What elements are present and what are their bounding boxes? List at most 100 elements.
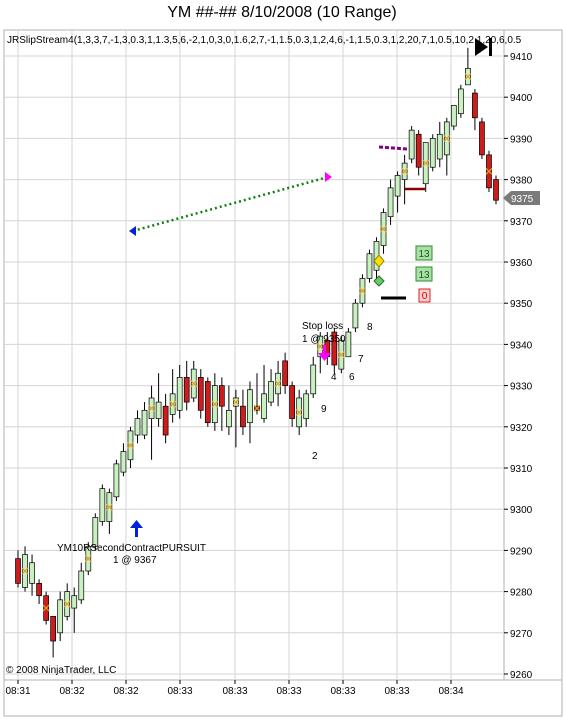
stop-loss-label: Stop loss bbox=[302, 321, 343, 332]
candle-up bbox=[92, 517, 99, 547]
count-label-7: 7 bbox=[358, 354, 364, 365]
candle-up bbox=[345, 331, 352, 358]
time-tick-label: 08:34 bbox=[438, 686, 463, 697]
cross-marker-icon bbox=[359, 287, 366, 295]
cross-marker-icon bbox=[84, 555, 92, 563]
price-tick-label: 9290 bbox=[510, 546, 533, 557]
price-tick-label: 9410 bbox=[510, 52, 533, 63]
svg-text:0: 0 bbox=[422, 291, 428, 302]
candle-up bbox=[450, 105, 457, 127]
magenta-right-marker-icon bbox=[325, 172, 332, 182]
dotted-projection-line bbox=[132, 175, 329, 233]
count-label-6: 6 bbox=[349, 372, 355, 383]
svg-text:13: 13 bbox=[418, 270, 430, 281]
candle-up bbox=[155, 401, 162, 419]
price-tick-label: 9350 bbox=[510, 299, 533, 310]
red-badge: 0 bbox=[418, 288, 431, 303]
chart-title: YM ##-## 8/10/2008 (10 Range) bbox=[167, 4, 397, 21]
cross-marker-icon bbox=[42, 604, 50, 612]
candle-up bbox=[120, 451, 127, 473]
candle-down bbox=[493, 179, 499, 201]
purple-level-dash bbox=[378, 145, 408, 151]
time-tick-label: 08:33 bbox=[384, 686, 409, 697]
current-price-tag: 9375 bbox=[503, 191, 540, 205]
time-tick-label: 08:33 bbox=[276, 686, 301, 697]
cross-marker-icon bbox=[337, 351, 345, 359]
sell-arrow-icon bbox=[318, 345, 331, 361]
cross-marker-icon bbox=[401, 167, 409, 175]
entry-fill-label: 1 @ 9367 bbox=[113, 555, 157, 566]
candle-down bbox=[50, 615, 56, 642]
indicator-label: JRSlipStream4(1,3,3,7,-1,3,0.3,1,1.3,5,6… bbox=[7, 35, 522, 46]
cross-marker-icon bbox=[485, 167, 493, 175]
cross-marker-icon bbox=[190, 380, 198, 387]
cross-marker-icon bbox=[422, 159, 430, 167]
candle-down bbox=[197, 377, 204, 411]
entry-signal-label: YM10RSecondContractPURSUIT bbox=[57, 543, 206, 554]
candle-down bbox=[331, 331, 338, 366]
candle-up bbox=[71, 595, 78, 609]
candle-down bbox=[472, 92, 478, 119]
cross-marker-icon bbox=[148, 404, 155, 412]
count-label-4: 4 bbox=[331, 372, 337, 383]
price-tick-label: 9280 bbox=[510, 588, 533, 599]
blue-left-marker-icon bbox=[129, 226, 136, 236]
cross-marker-icon bbox=[232, 398, 240, 406]
candle-up bbox=[78, 570, 85, 601]
price-tick-label: 9390 bbox=[510, 134, 533, 145]
play-end-icon[interactable] bbox=[475, 38, 492, 56]
cross-marker-icon bbox=[316, 343, 324, 350]
candle-down bbox=[282, 360, 288, 386]
cross-marker-icon bbox=[63, 600, 71, 608]
price-tick-label: 9400 bbox=[510, 93, 533, 104]
candle-up bbox=[352, 302, 359, 329]
cross-marker-icon bbox=[295, 408, 303, 416]
candle-up bbox=[113, 463, 120, 498]
svg-text:13: 13 bbox=[418, 249, 430, 260]
candle-up bbox=[247, 389, 253, 424]
candle-up bbox=[429, 138, 436, 168]
candle-down bbox=[204, 381, 211, 424]
candle-up bbox=[141, 409, 148, 436]
candle-up bbox=[134, 418, 141, 436]
cross-marker-icon bbox=[211, 400, 219, 408]
svg-text:9375: 9375 bbox=[511, 194, 534, 205]
stop-fill-label: 1 @ 9350 bbox=[302, 334, 346, 345]
price-tick-label: 9330 bbox=[510, 382, 533, 393]
price-tick-label: 9360 bbox=[510, 258, 533, 269]
cross-marker-icon bbox=[464, 73, 472, 81]
price-axis: 9260 9270 9280 9290 9300 9310 9320 9330 9340 9350… bbox=[504, 52, 533, 681]
candle-up bbox=[436, 133, 443, 160]
price-tick-label: 9320 bbox=[510, 423, 533, 434]
candle-down bbox=[183, 377, 190, 403]
green-badge-1: 13 bbox=[415, 245, 433, 261]
candle-down bbox=[162, 405, 169, 436]
time-axis-frame bbox=[3, 679, 563, 717]
yellow-diamond-icon bbox=[373, 254, 385, 268]
candle-up bbox=[303, 393, 310, 419]
time-tick-label: 08:31 bbox=[5, 686, 30, 697]
time-tick-label: 08:32 bbox=[59, 686, 84, 697]
candle-down bbox=[240, 405, 246, 428]
price-tick-label: 9260 bbox=[510, 670, 533, 681]
time-tick-label: 08:32 bbox=[113, 686, 138, 697]
candle-up bbox=[261, 393, 267, 419]
green-diamond-icon bbox=[373, 275, 385, 287]
price-tick-label: 9300 bbox=[510, 505, 533, 516]
time-axis: 08:31 08:32 08:32 08:33 08:33 08:33 08:33 08:33… bbox=[5, 680, 464, 697]
cross-marker-icon bbox=[21, 567, 29, 575]
count-label-8: 8 bbox=[367, 322, 373, 333]
candle-up bbox=[366, 253, 373, 279]
candle-up bbox=[310, 364, 317, 395]
price-tick-label: 9340 bbox=[510, 340, 533, 351]
candle-down bbox=[289, 385, 295, 419]
candle-down bbox=[415, 133, 422, 168]
candles bbox=[15, 47, 499, 658]
buy-arrow-icon bbox=[130, 520, 143, 537]
cross-marker-icon bbox=[274, 380, 282, 387]
green-badge-2: 13 bbox=[415, 266, 433, 282]
count-label-2: 2 bbox=[312, 451, 318, 462]
cross-marker-icon bbox=[105, 503, 113, 511]
time-tick-label: 08:33 bbox=[222, 686, 247, 697]
